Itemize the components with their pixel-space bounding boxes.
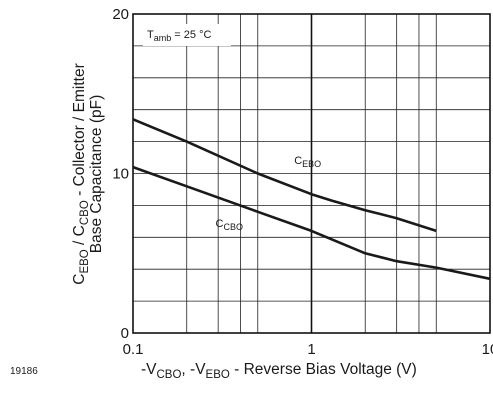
series-line-cbo: [132, 165, 491, 281]
y-axis-title: CEBO / CCBO - Collector / Emitter Base Ca…: [71, 63, 105, 285]
series-line-ebo: [132, 118, 437, 233]
y-tick-label: 10: [112, 166, 129, 183]
series-layer: CEBO CCBO: [132, 118, 491, 281]
plot-frame: [132, 13, 491, 334]
temperature-annotation: Tamb = 25 °C: [147, 29, 211, 43]
figure-id: 19186: [10, 366, 38, 377]
annotation-background: [143, 24, 231, 46]
x-axis-title: -VCBO, -VEBO - Reverse Bias Voltage (V): [141, 361, 417, 381]
x-tick-label: 10: [482, 341, 493, 358]
x-tick-label: 1: [307, 341, 315, 358]
y-axis-title-line1: CEBO / CCBO - Collector / Emitter: [71, 63, 91, 285]
y-axis-title-line2: Base Capacitance (pF): [88, 95, 105, 254]
tick-labels: 0.1 1 10 0 10 20: [112, 6, 493, 358]
x-tick-label: 0.1: [123, 341, 144, 358]
series-label-ebo: CEBO: [294, 155, 321, 169]
annotation-rest: = 25 °C: [171, 29, 211, 41]
annotation-sub: amb: [154, 33, 172, 43]
y-tick-label: 20: [112, 6, 129, 23]
series-label-cbo: CCBO: [216, 218, 243, 232]
grid: [133, 14, 490, 333]
y-tick-label: 0: [121, 325, 129, 342]
annotation-main: T: [147, 29, 154, 41]
